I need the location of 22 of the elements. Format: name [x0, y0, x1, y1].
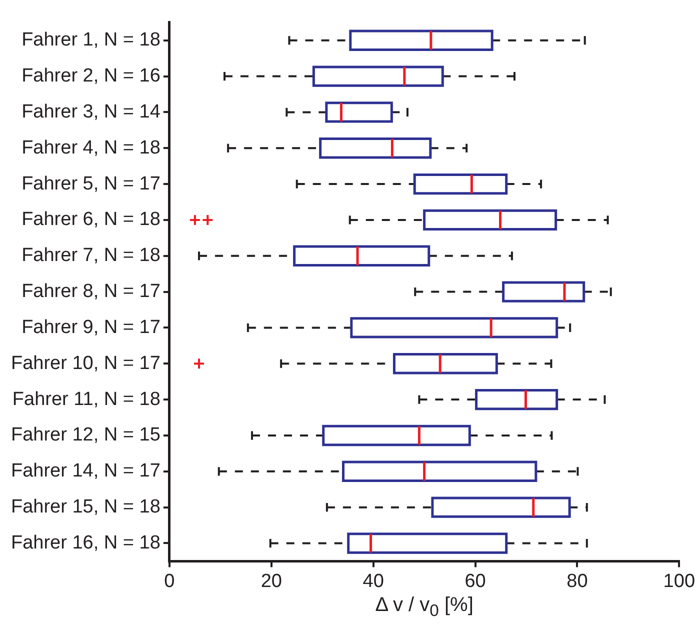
y-tick-label: Fahrer 9, N = 17 [22, 316, 160, 338]
x-tick-label: 100 [663, 570, 695, 592]
y-tick-label: Fahrer 1, N = 18 [22, 30, 160, 51]
x-axis-title: Δ v / v$_{0}$ [%] [374, 594, 474, 621]
y-tick-label: Fahrer 14, N = 17 [10, 460, 160, 482]
y-tick-label: Fahrer 5, N = 17 [22, 173, 160, 194]
x-tick-label: 60 [464, 570, 486, 592]
y-tick-label: Fahrer 15, N = 18 [10, 496, 160, 518]
y-tick-label: Fahrer 4, N = 18 [22, 137, 160, 158]
y-tick-label: Fahrer 10, N = 17 [10, 352, 160, 374]
y-tick-label: Fahrer 7, N = 18 [22, 245, 160, 266]
y-tick-label: Fahrer 12, N = 15 [10, 424, 160, 446]
x-tick-label: 40 [362, 570, 384, 592]
y-tick-label: Fahrer 11, N = 18 [12, 388, 160, 410]
y-tick-label: Fahrer 8, N = 17 [22, 281, 160, 302]
y-tick-label: Fahrer 3, N = 14 [22, 101, 161, 122]
y-tick-label: Fahrer 16, N = 18 [10, 532, 160, 554]
y-tick-label: Fahrer 6, N = 18 [22, 209, 160, 230]
y-tick-label: Fahrer 2, N = 16 [22, 66, 160, 87]
x-tick-label: 20 [260, 570, 282, 592]
x-tick-label: 0 [164, 570, 175, 592]
x-tick-label: 80 [566, 570, 588, 592]
